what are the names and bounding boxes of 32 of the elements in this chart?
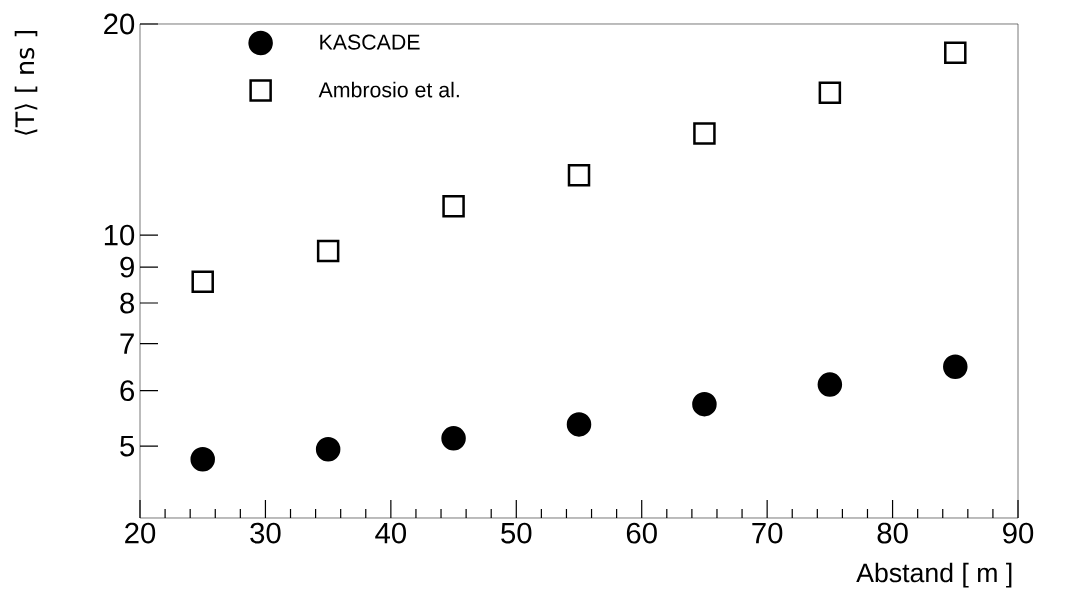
point	[566, 412, 592, 437]
y-tick-label: 6	[120, 380, 135, 402]
point	[316, 239, 340, 263]
point	[944, 41, 967, 64]
point	[692, 391, 717, 417]
x-tick-label: 50	[501, 522, 532, 544]
legend-label: Ambrosio et al.	[318, 81, 459, 98]
x-tick-label: 40	[375, 522, 407, 544]
point	[191, 270, 214, 293]
y-tick-label: 10	[104, 224, 135, 246]
y-tick-label: 8	[120, 292, 135, 314]
point	[315, 436, 341, 462]
x-tick-label: 90	[1003, 522, 1034, 544]
point	[567, 163, 591, 187]
point	[441, 426, 466, 451]
x-tick-label: 30	[250, 522, 281, 544]
legend-label: KASCADE	[320, 34, 420, 50]
x-tick-label: 60	[626, 522, 657, 544]
x-tick-label: 70	[752, 522, 783, 544]
y-tick-label: 20	[104, 13, 135, 35]
point	[442, 195, 465, 218]
y-tick-label: 7	[120, 333, 134, 354]
point	[818, 81, 842, 104]
y-tick-label: 5	[120, 435, 135, 457]
y-tick-label: 9	[120, 256, 134, 278]
x-tick-label: 80	[877, 522, 908, 544]
point	[190, 446, 215, 472]
point	[817, 372, 843, 397]
point	[693, 122, 716, 145]
y-axis-title: ⟨T⟩ [ ns ]	[14, 30, 38, 135]
x-axis-title: Abstand [ m ]	[856, 562, 1012, 588]
point	[943, 354, 968, 379]
